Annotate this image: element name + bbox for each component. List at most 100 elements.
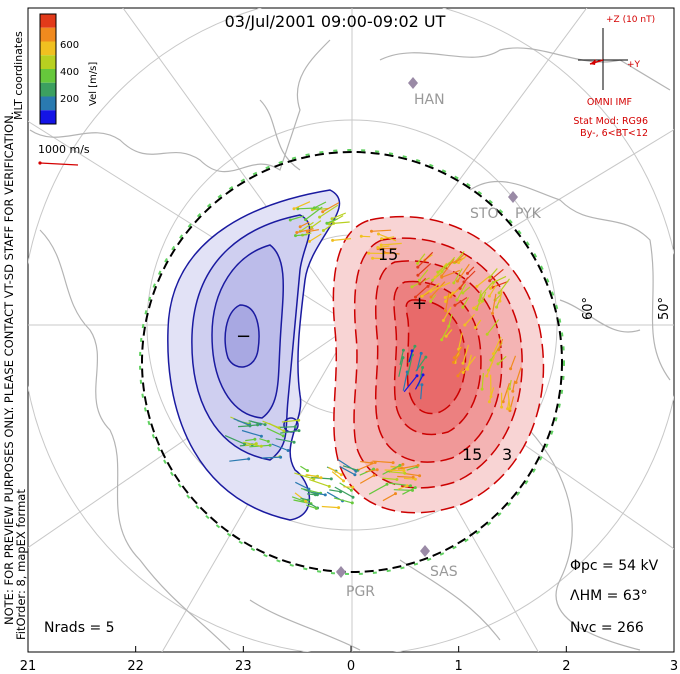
- velocity-vector: [418, 269, 429, 281]
- colorbar-segment: [40, 82, 56, 97]
- velocity-vector: [415, 286, 428, 298]
- velocity-vector-origin: [268, 443, 272, 447]
- velocity-vector: [458, 332, 463, 350]
- velocity-vector: [489, 268, 498, 278]
- velocity-vector-origin: [452, 281, 456, 285]
- imf-y-label: +Y: [627, 60, 641, 70]
- velocity-vector: [397, 475, 414, 478]
- velocity-vector: [384, 251, 400, 255]
- velocity-vector: [397, 464, 419, 470]
- velocity-vector: [306, 504, 317, 509]
- velocity-vector: [333, 221, 350, 224]
- velocity-vector-origin: [281, 434, 285, 438]
- colorbar-segment: [40, 110, 56, 124]
- velocity-vector-origin: [297, 429, 301, 433]
- velocity-vector: [294, 472, 314, 480]
- velocity-vector-origin: [318, 215, 322, 219]
- velocity-vector-origin: [416, 273, 420, 277]
- velocity-vector: [319, 204, 339, 218]
- velocity-vector-origin: [394, 492, 397, 496]
- velocity-vector-origin: [321, 210, 325, 214]
- velocity-vector-origin: [353, 473, 357, 477]
- velocity-vector-origin: [391, 461, 395, 465]
- velocity-vector-origin: [429, 295, 433, 299]
- colorbar-segment: [40, 27, 56, 42]
- colorbar-tick-600: 600: [60, 40, 79, 51]
- velocity-vector-origin: [487, 400, 491, 404]
- velocity-vector-origin: [463, 323, 467, 327]
- velocity-vector-origin: [456, 279, 459, 283]
- velocity-vector-origin: [413, 486, 417, 490]
- velocity-colorbar: [39, 13, 57, 125]
- velocity-vector-origin: [402, 469, 406, 473]
- velocity-vector: [331, 212, 347, 220]
- velocity-vector: [502, 382, 510, 402]
- potential-min-marker: −: [236, 326, 251, 347]
- imf-source: OMNI IMF: [587, 97, 632, 108]
- velocity-vector: [332, 238, 352, 241]
- velocity-vector: [498, 338, 504, 351]
- velocity-vector: [386, 470, 405, 474]
- colorbar-segment: [40, 41, 56, 56]
- velocity-vector-origin: [380, 237, 384, 241]
- velocity-vector-origin: [312, 206, 316, 210]
- velocity-vector: [398, 357, 404, 377]
- velocity-vector-origin: [454, 260, 458, 264]
- stat-n-rads: Nrads = 5: [44, 620, 115, 636]
- velocity-vector: [280, 430, 300, 434]
- velocity-vector-origin: [457, 261, 461, 265]
- contour-label-bottom: 15: [462, 445, 482, 464]
- colorbar-tick-400: 400: [60, 67, 79, 78]
- velocity-vector: [402, 371, 408, 391]
- velocity-vector-origin: [379, 243, 383, 247]
- velocity-vector: [262, 456, 281, 459]
- velocity-vector-origin: [413, 344, 417, 348]
- velocity-vector-origin: [349, 488, 353, 492]
- velocity-vector: [339, 465, 356, 476]
- velocity-vector-origin: [266, 439, 270, 443]
- velocity-vector-origin: [286, 449, 290, 452]
- imf-z-label: +Z (10 nT): [606, 15, 655, 25]
- velocity-vector-origin: [475, 308, 479, 311]
- velocity-vector-origin: [259, 444, 263, 448]
- velocity-vector-origin: [295, 231, 299, 234]
- mlt-tick-label: 23: [235, 659, 252, 674]
- velocity-vector-origin: [491, 281, 495, 284]
- velocity-vector: [481, 291, 487, 302]
- station-label-pgr: PGR: [346, 584, 375, 600]
- velocity-vector: [445, 290, 454, 302]
- velocity-vector-origin: [298, 225, 302, 229]
- velocity-vector: [306, 473, 322, 479]
- velocity-vector: [299, 221, 310, 228]
- velocity-vector-origin: [292, 440, 296, 444]
- colorbar-segment: [40, 14, 56, 28]
- velocity-vector-origin: [296, 207, 300, 211]
- velocity-vector-origin: [342, 479, 345, 483]
- map-title: 03/Jul/2001 09:00-09:02 UT: [225, 12, 446, 31]
- mlt-tick-label: 21: [20, 659, 37, 674]
- mlt-tick-label: 22: [127, 659, 144, 674]
- velocity-vector-origin: [461, 291, 465, 295]
- velocity-vector-origin: [325, 221, 329, 225]
- velocity-vector-origin: [485, 332, 489, 336]
- velocity-vector: [245, 438, 255, 442]
- station-label-sas: SAS: [430, 564, 458, 580]
- velocity-vector-origin: [351, 485, 355, 489]
- velocity-vector-origin: [247, 457, 251, 461]
- velocity-vector-origin: [508, 407, 512, 410]
- velocity-vector: [331, 471, 344, 482]
- velocity-vector: [402, 487, 416, 495]
- velocity-vector: [329, 489, 341, 493]
- velocity-vector-origin: [410, 285, 414, 289]
- velocity-vector-origin: [466, 271, 469, 275]
- velocity-vector-origin: [323, 493, 327, 497]
- coastlines: [29, 39, 671, 651]
- velocity-vector-origin: [429, 300, 433, 303]
- mlt-tick-label: 0: [347, 659, 355, 674]
- velocity-vector: [259, 438, 269, 442]
- velocity-vector: [245, 443, 257, 447]
- velocity-vector: [497, 355, 507, 365]
- velocity-vector-origin: [293, 425, 297, 429]
- velocity-vector-origin: [329, 477, 333, 481]
- velocity-vector: [448, 313, 453, 327]
